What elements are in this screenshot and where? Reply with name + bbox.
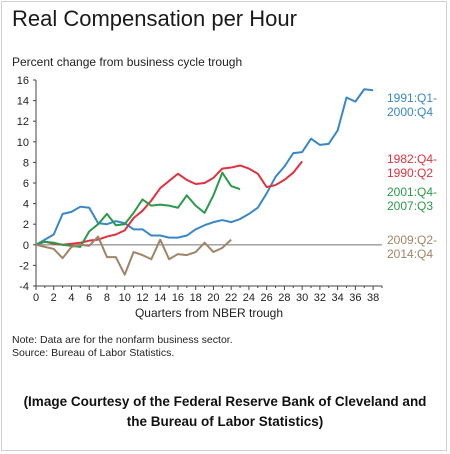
y-tick-label: 16 [17,75,29,87]
x-tick-label: 0 [33,292,39,304]
x-tick-label: 38 [367,292,379,304]
series-label: 1991:Q1- [387,91,437,105]
y-tick-label: 14 [17,96,29,108]
series-label: 2007:Q3 [387,199,433,213]
y-tick-label: 8 [23,157,29,169]
series-line [35,171,241,248]
y-tick-label: 0 [23,240,29,252]
x-tick-label: 6 [86,292,92,304]
x-tick-label: 8 [104,292,110,304]
chart-notes: Note: Data are for the nonfarm business … [12,334,233,360]
y-tick-label: 4 [23,199,29,211]
x-tick-label: 22 [225,292,237,304]
series-label: 1990:Q2 [387,166,433,180]
y-tick-label: 6 [23,178,29,190]
x-axis-title: Quarters from NBER trough [135,306,283,320]
x-tick-label: 36 [349,292,361,304]
x-tick-label: 34 [332,292,344,304]
series-line [35,160,303,246]
x-tick-label: 16 [172,292,184,304]
y-tick-label: -4 [19,281,29,293]
x-tick-label: 26 [261,292,273,304]
x-tick-label: 28 [278,292,290,304]
y-tick-label: 12 [17,116,29,128]
y-tick-label: -2 [19,260,29,272]
credit-line-1: (Image Courtesy of the Federal Reserve B… [23,394,427,409]
x-tick-label: 4 [68,292,74,304]
x-tick-label: 24 [243,292,255,304]
x-tick-label: 30 [296,292,308,304]
x-tick-label: 14 [154,292,166,304]
x-tick-label: 18 [190,292,202,304]
x-tick-label: 2 [51,292,57,304]
source-line: Source: Bureau of Labor Statistics. [12,347,175,359]
series-label: 1982:Q4- [387,152,437,166]
note-line: Note: Data are for the nonfarm business … [12,334,233,346]
series-line [35,235,232,276]
x-tick-label: 32 [314,292,326,304]
chart-subtitle: Percent change from business cycle troug… [12,55,243,69]
x-tick-label: 20 [207,292,219,304]
image-credit: (Image Courtesy of the Federal Reserve B… [0,392,450,432]
credit-line-2: the Bureau of Labor Statistics) [126,414,324,429]
y-tick-label: 2 [23,219,29,231]
series-label: 2001:Q4- [387,185,437,199]
y-tick-label: 10 [17,137,29,149]
series-label: 2009:Q2- [387,233,437,247]
series-label: 2014:Q4 [387,247,433,261]
x-tick-label: 10 [119,292,131,304]
x-tick-label: 12 [136,292,148,304]
series-label: 2000:Q4 [387,105,433,119]
chart-title: Real Compensation per Hour [12,6,297,31]
series-line [35,88,374,246]
